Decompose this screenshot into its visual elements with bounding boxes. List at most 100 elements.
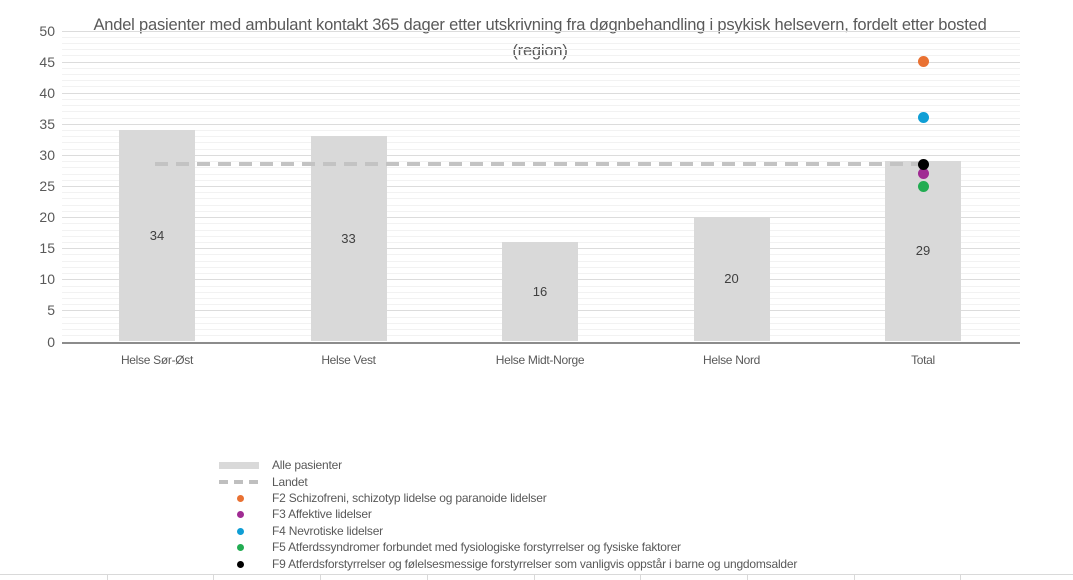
legend-item-label: F5 Atferdssyndromer forbundet med fysiol… (272, 540, 681, 555)
gridline-minor (62, 136, 1020, 138)
legend-swatch (219, 556, 259, 572)
x-axis-category-label: Helse Vest (321, 353, 376, 367)
y-axis-tick-label: 35 (39, 115, 55, 132)
bar-value-label: 34 (149, 227, 165, 243)
chart-legend: Alle pasienter Landet F2 Schizofreni, schi… (219, 457, 797, 572)
dot-swatch-icon (237, 511, 244, 519)
gridline-minor (62, 80, 1020, 82)
table-column-separator (746, 575, 748, 580)
legend-item: F3 Affektive lidelser (219, 506, 797, 522)
gridline-minor (62, 142, 1020, 144)
gridline-minor (62, 204, 1020, 206)
table-column-separator (213, 575, 215, 580)
legend-item-label: F3 Affektive lidelser (272, 507, 372, 522)
y-axis-tick-label: 10 (39, 271, 55, 288)
gridline-minor (62, 111, 1020, 113)
dot-swatch-icon (237, 544, 244, 552)
gridline-minor (62, 167, 1020, 169)
table-column-separator (853, 575, 855, 580)
legend-item: F2 Schizofreni, schizotyp lidelse og par… (219, 490, 797, 506)
gridline-minor (62, 55, 1020, 57)
table-column-separator (320, 575, 322, 580)
y-axis-tick-label: 15 (39, 240, 55, 257)
legend-item: F9 Atferdsforstyrrelser og følelsesmessi… (219, 555, 797, 571)
gridline-minor (62, 161, 1020, 163)
y-axis-tick-label: 30 (39, 146, 55, 163)
diagnosis-dot (917, 158, 929, 170)
legend-item-label: F2 Schizofreni, schizotyp lidelse og par… (272, 490, 547, 505)
dot-swatch-icon (237, 494, 244, 502)
y-axis-tick-label: 50 (39, 22, 55, 39)
gridline-minor (62, 36, 1020, 38)
gridline-major (62, 154, 1020, 156)
landet-dashed-line (155, 162, 930, 167)
bar-value-label: 33 (341, 230, 356, 246)
diagnosis-dot (917, 168, 929, 180)
gridline-major (62, 92, 1020, 94)
bar (693, 217, 770, 342)
x-axis-category-label: Helse Nord (702, 353, 761, 367)
gridline-minor (62, 229, 1020, 231)
bar-value-label: 29 (915, 243, 931, 259)
dashed-line-swatch-icon (219, 479, 259, 484)
bar-value-label: 20 (724, 271, 739, 287)
x-axis-category-label: Helse Midt-Norge (495, 353, 585, 367)
gridline-minor (62, 74, 1020, 76)
gridline-minor (62, 223, 1020, 225)
y-axis-tick-label: 25 (39, 178, 55, 194)
gridline-minor (62, 198, 1020, 200)
dot-swatch-icon (237, 527, 244, 535)
diagnosis-dot (917, 56, 929, 68)
y-axis-tick-label: 0 (47, 333, 55, 350)
table-column-separator (960, 575, 962, 580)
legend-swatch (219, 539, 259, 555)
bar-swatch-icon (219, 462, 259, 470)
diagnosis-dot (917, 112, 929, 124)
bar (502, 241, 578, 342)
legend-swatch (219, 490, 259, 506)
gridline-minor (62, 105, 1020, 107)
gridline-major (62, 30, 1020, 32)
gridline-minor (62, 192, 1020, 194)
gridline-minor (62, 148, 1020, 150)
legend-item-label: F4 Nevrotiske lidelser (272, 523, 383, 538)
gridline-minor (62, 130, 1020, 132)
legend-swatch (219, 506, 259, 522)
x-axis-category-label: Total (911, 353, 935, 367)
dot-swatch-icon (237, 560, 244, 568)
gridline-minor (62, 86, 1020, 88)
legend-item: F5 Atferdssyndromer forbundet med fysiol… (219, 539, 797, 555)
legend-item-label: Alle pasienter (272, 458, 342, 473)
table-column-separator (533, 575, 535, 580)
gridline-minor (62, 67, 1020, 69)
gridline-minor (62, 235, 1020, 237)
legend-swatch (219, 457, 259, 473)
gridline-major (62, 186, 1020, 187)
gridline-major (62, 61, 1020, 63)
legend-item: Alle pasienter (219, 457, 797, 473)
table-column-separator (640, 575, 642, 580)
y-axis-tick-label: 45 (39, 53, 55, 70)
y-axis-tick-label: 40 (39, 84, 55, 101)
legend-swatch (219, 523, 259, 539)
gridline-minor (62, 98, 1020, 100)
bar-value-label: 16 (532, 283, 548, 299)
legend-swatch (219, 474, 259, 490)
chart-title: Andel pasienter med ambulant kontakt 365… (93, 16, 987, 60)
y-axis-tick-label: 5 (47, 302, 55, 319)
bar (310, 136, 387, 342)
gridline-minor (62, 117, 1020, 119)
table-column-separator (106, 575, 108, 580)
x-axis-line (62, 341, 1020, 344)
legend-item: F4 Nevrotiske lidelser (219, 523, 797, 539)
gridline-major (62, 123, 1020, 125)
gridline-minor (62, 210, 1020, 212)
table-column-separator (426, 575, 428, 580)
gridline-minor (62, 179, 1020, 181)
x-axis-category-label: Helse Sør-Øst (120, 353, 194, 367)
legend-item-label: Landet (272, 474, 308, 489)
gridline-major (62, 217, 1020, 219)
gridline-minor (62, 49, 1020, 51)
partial-table-edge (0, 574, 1073, 580)
